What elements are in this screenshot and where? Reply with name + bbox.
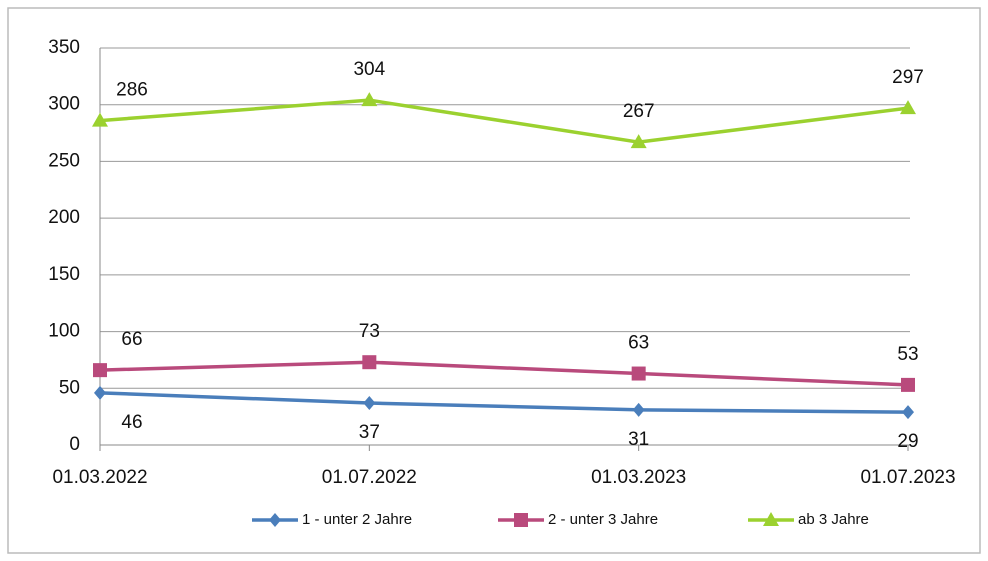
series-line (99, 98, 909, 144)
legend-label: 2 - unter 3 Jahre (548, 511, 658, 528)
y-tick-label: 350 (48, 37, 80, 58)
marker (94, 385, 106, 400)
data-label: 286 (116, 80, 148, 101)
y-tick-label: 300 (48, 94, 80, 115)
x-tick-label: 01.03.2023 (591, 467, 686, 488)
data-label: 37 (359, 422, 380, 443)
data-label: 304 (353, 59, 385, 80)
legend-marker (763, 512, 779, 526)
marker (630, 134, 647, 149)
series-line (99, 391, 909, 414)
chart-frame (7, 7, 981, 554)
y-tick-label: 150 (48, 264, 80, 285)
legend-marker (269, 513, 281, 527)
data-label: 29 (897, 431, 918, 452)
data-label: 63 (628, 333, 649, 354)
y-tick-label: 0 (69, 434, 80, 455)
marker (631, 366, 646, 381)
marker (902, 405, 914, 420)
marker (363, 396, 376, 411)
marker (93, 363, 107, 378)
marker (92, 112, 108, 127)
legend-marker (514, 513, 528, 527)
data-label: 66 (121, 329, 142, 350)
marker (361, 92, 378, 107)
y-tick-label: 100 (48, 321, 80, 342)
data-label: 267 (623, 101, 655, 122)
legend: 1 - unter 2 Jahre 2 - unter 3 Jahre ab 3 J… (252, 511, 869, 528)
x-tick-label: 01.07.2022 (322, 467, 417, 488)
data-label: 73 (359, 321, 380, 342)
data-label: 46 (121, 412, 142, 433)
data-label: 31 (628, 429, 649, 450)
data-label: 53 (897, 344, 918, 365)
series-line (99, 360, 909, 387)
legend-label: ab 3 Jahre (798, 511, 869, 528)
marker (901, 377, 915, 392)
y-tick-label: 200 (48, 207, 80, 228)
legend-label: 1 - unter 2 Jahre (302, 511, 412, 528)
x-tick-label: 01.03.2022 (52, 467, 147, 488)
marker (362, 355, 377, 370)
data-label: 297 (892, 67, 924, 88)
marker (900, 100, 916, 115)
y-tick-label: 50 (59, 377, 80, 398)
y-tick-label: 250 (48, 150, 80, 171)
marker (632, 402, 645, 417)
x-tick-label: 01.07.2023 (860, 467, 955, 488)
